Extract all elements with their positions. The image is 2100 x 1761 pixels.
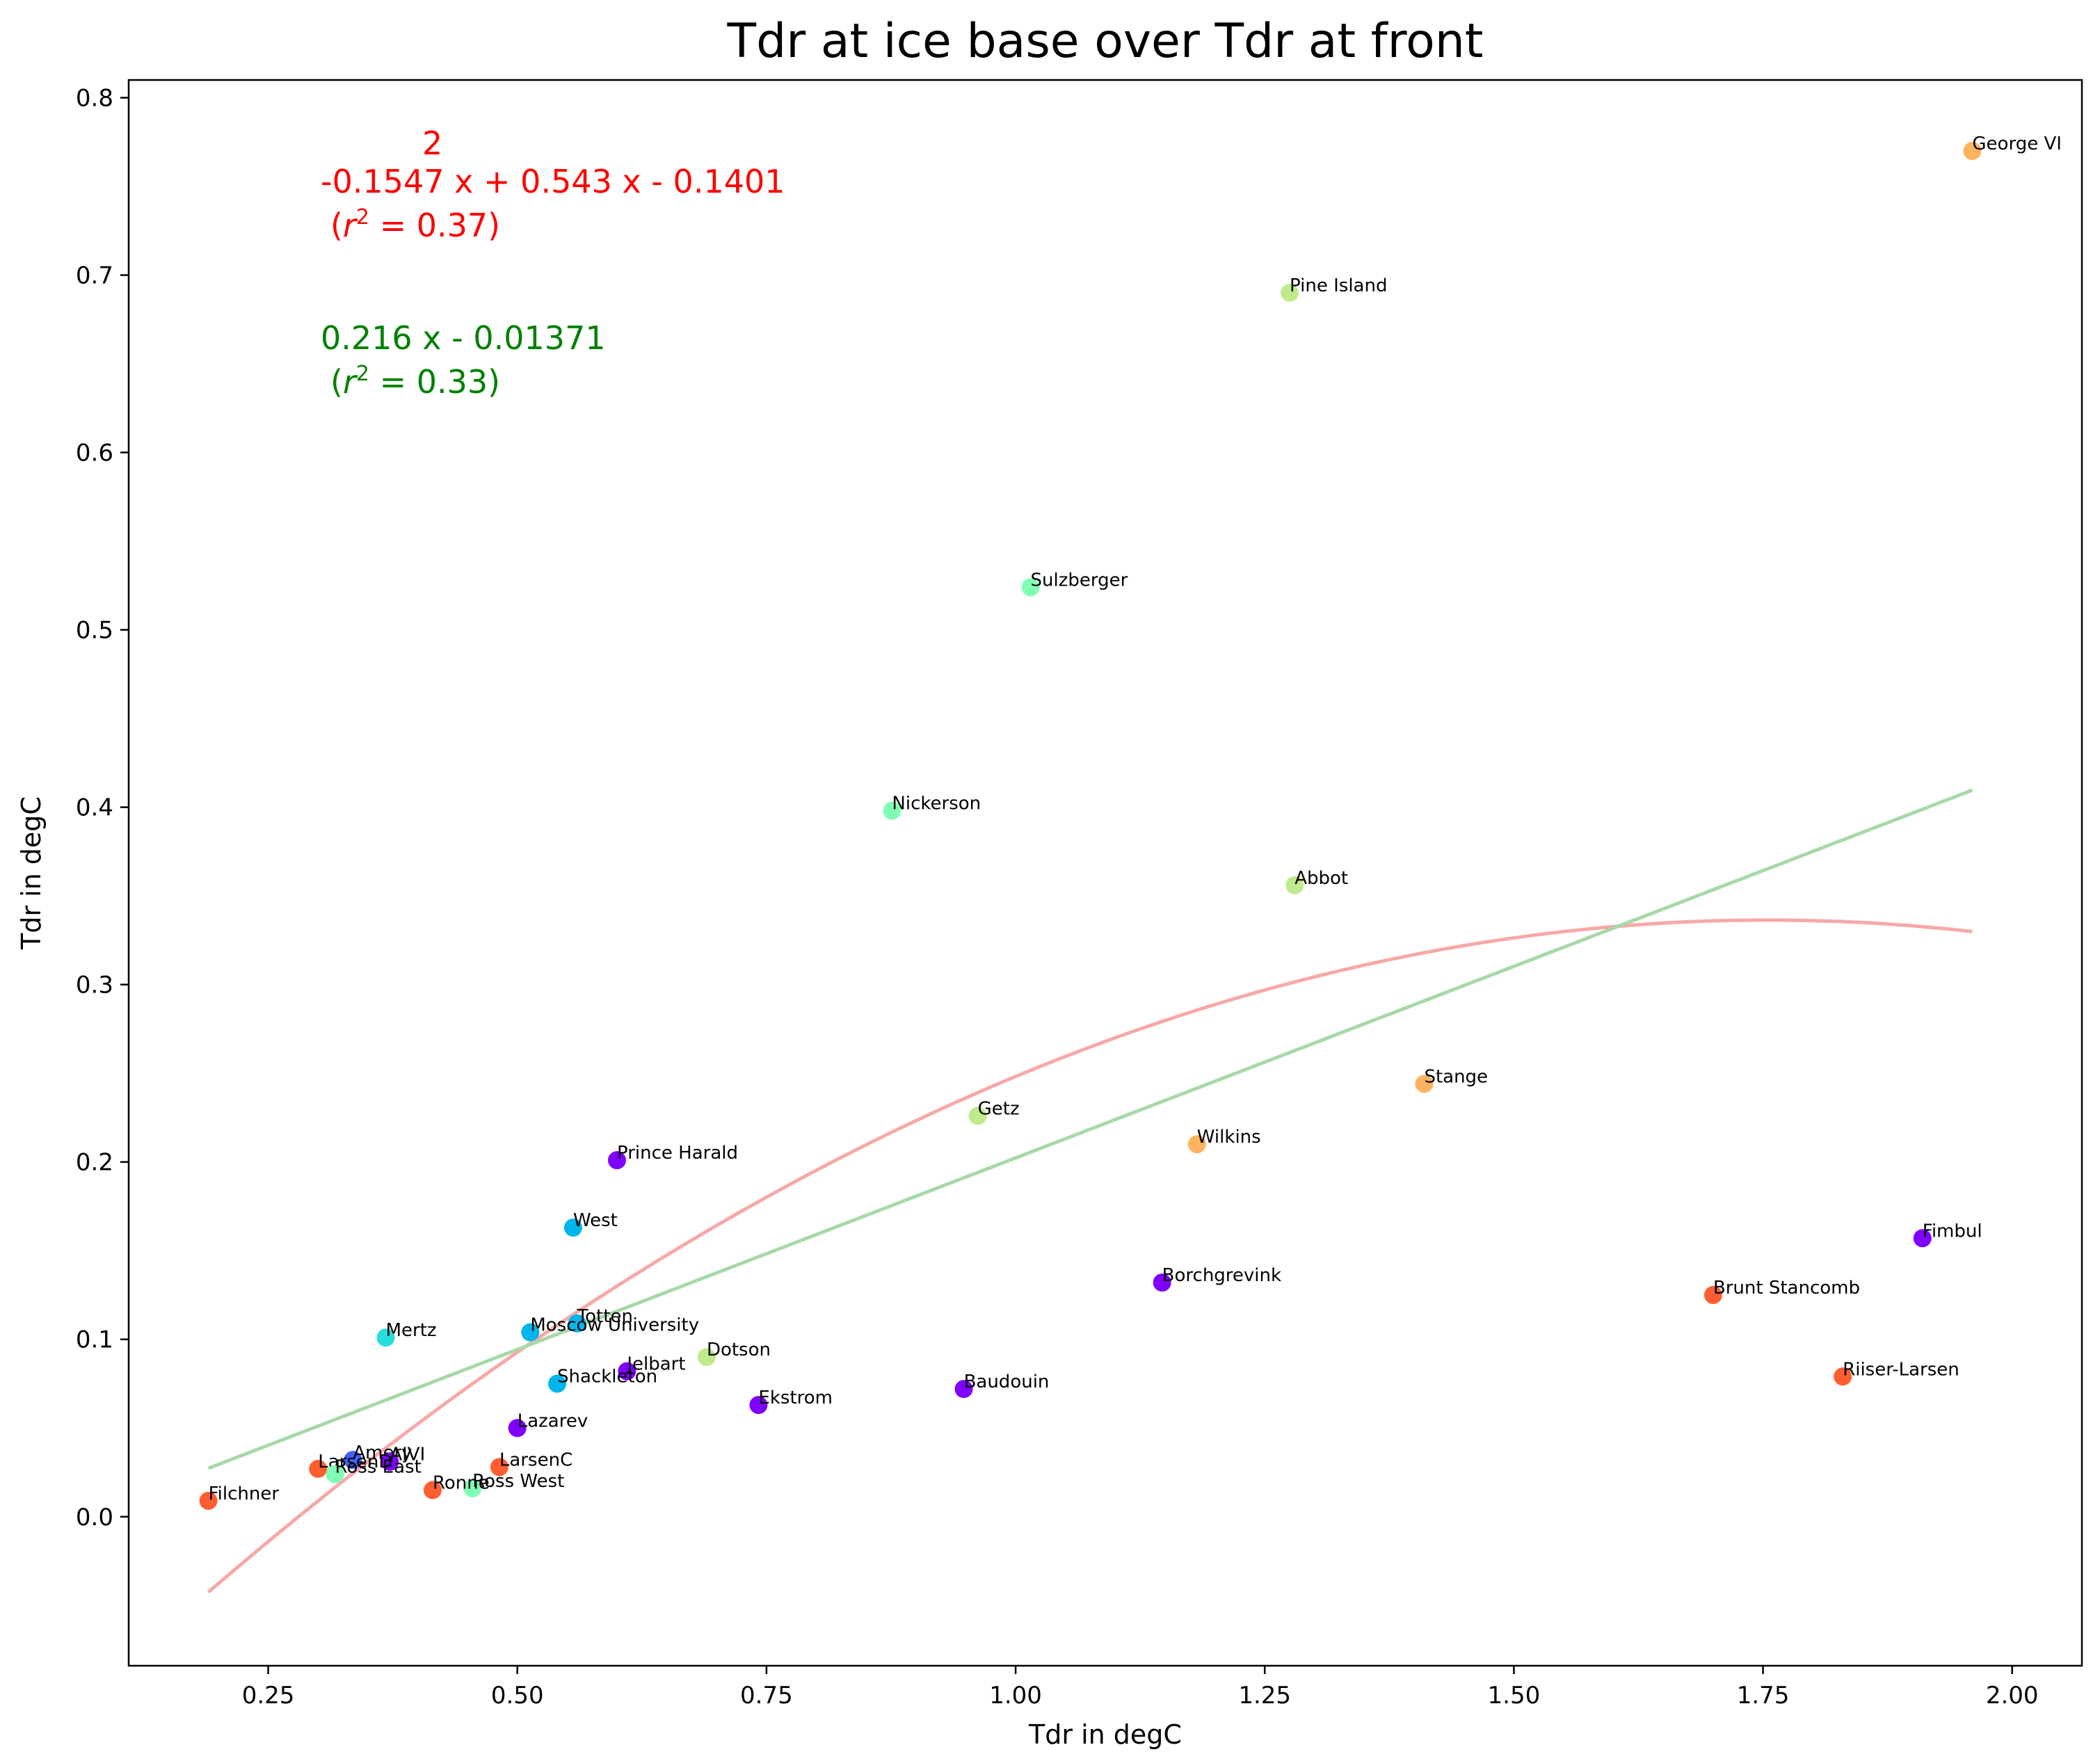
quadratic-r2: (r2 = 0.37)	[330, 205, 500, 244]
data-point-label: Fimbul	[1923, 1221, 1982, 1241]
data-point-label: George VI	[1972, 134, 2062, 154]
linear-equation: 0.216 x - 0.01371	[321, 319, 606, 357]
data-point-label: Riiser-Larsen	[1843, 1359, 1959, 1380]
data-point	[490, 1458, 508, 1477]
data-point-label: West	[573, 1210, 618, 1231]
data-point-label: LarsenC	[499, 1449, 572, 1470]
data-point	[1187, 1135, 1206, 1154]
data-point	[697, 1348, 716, 1367]
data-point	[199, 1491, 218, 1510]
data-point-label: Ekstrom	[758, 1388, 833, 1408]
x-tick-label: 0.25	[242, 1682, 295, 1710]
data-point-label: Stange	[1424, 1066, 1488, 1087]
data-point	[1415, 1075, 1434, 1093]
data-point-label: Totten	[577, 1306, 633, 1327]
data-point	[954, 1380, 973, 1399]
quadratic-fit-annotation: 2 -0.1547 x + 0.543 x - 0.1401 (r2 = 0.3…	[321, 124, 785, 244]
data-point-label: Brunt Stancomb	[1713, 1278, 1860, 1298]
data-point	[463, 1479, 482, 1497]
data-point-label: Shackleton	[557, 1366, 657, 1387]
fit-curves	[207, 788, 1973, 1594]
data-point	[376, 1328, 395, 1347]
data-point-label: Nickerson	[892, 794, 981, 814]
data-point-label: Ross West	[472, 1471, 564, 1492]
data-point	[1285, 876, 1304, 894]
data-point-label: Filchner	[209, 1483, 280, 1504]
linear-r2-value: = 0.33)	[369, 363, 500, 401]
x-tick-label: 1.50	[1488, 1682, 1541, 1710]
data-point-label: Prince Harald	[617, 1143, 738, 1164]
data-point	[380, 1452, 399, 1471]
data-point-label: Borchgrevink	[1162, 1265, 1281, 1286]
y-tick-label: 0.1	[76, 1326, 113, 1354]
data-point	[608, 1151, 626, 1170]
data-point	[548, 1374, 567, 1393]
data-point	[521, 1323, 540, 1342]
x-axis-label: Tdr in degC	[1028, 1719, 1182, 1750]
y-tick-label: 0.3	[76, 972, 113, 999]
x-tick-label: 2.00	[1986, 1682, 2039, 1710]
quadratic-r2-value: = 0.37)	[369, 207, 500, 244]
data-point	[563, 1219, 582, 1237]
data-point-label: Abbot	[1295, 868, 1348, 889]
plot-area-frame	[127, 79, 2083, 1667]
data-point	[1963, 142, 1982, 161]
data-points: George VI Pine Island Sulzberger Nickerson A…	[199, 134, 2062, 1510]
data-point	[1021, 578, 1040, 597]
x-tick-label: 0.75	[740, 1682, 793, 1710]
y-tick-label: 0.6	[76, 440, 113, 467]
linear-r2: (r2 = 0.33)	[330, 362, 500, 401]
data-point	[1913, 1229, 1932, 1248]
data-point	[326, 1465, 344, 1483]
data-point	[1834, 1367, 1852, 1386]
data-point-label: Sulzberger	[1031, 570, 1128, 590]
data-point-label: Pine Island	[1290, 275, 1387, 296]
data-point	[618, 1362, 636, 1381]
x-tick-label: 1.25	[1238, 1682, 1291, 1710]
data-point	[1704, 1285, 1722, 1304]
data-point-label: Baudouin	[964, 1372, 1050, 1392]
data-point-label: Jelbart	[625, 1354, 685, 1375]
data-point	[344, 1451, 362, 1470]
y-axis-ticks: 0.0 0.1 0.2 0.3 0.4 0.5 0.6 0.7 0.8	[76, 85, 129, 1531]
quadratic-exponent: 2	[422, 124, 442, 162]
data-point	[568, 1314, 586, 1333]
y-tick-label: 0.8	[76, 85, 113, 113]
y-tick-label: 0.4	[76, 794, 113, 822]
x-tick-label: 1.00	[989, 1682, 1042, 1710]
linear-fit-annotation: 0.216 x - 0.01371 (r2 = 0.33)	[321, 319, 606, 401]
data-point-label: Lazarev	[518, 1410, 588, 1431]
data-point	[309, 1459, 328, 1478]
data-point	[1281, 284, 1299, 303]
quadratic-fit-line	[207, 918, 1973, 1594]
linear-fit-line	[207, 788, 1973, 1470]
data-point-label: Ross East	[335, 1457, 422, 1478]
data-point-label: Dotson	[707, 1340, 771, 1360]
y-tick-label: 0.2	[76, 1149, 113, 1177]
y-tick-label: 0.5	[76, 617, 113, 645]
data-point-label: Wilkins	[1197, 1127, 1261, 1148]
chart-title: Tdr at ice base over Tdr at front	[727, 14, 1484, 69]
data-point	[749, 1396, 768, 1415]
y-tick-label: 0.0	[76, 1504, 113, 1531]
data-point-label: AIVI	[390, 1445, 425, 1465]
quadratic-equation: -0.1547 x + 0.543 x - 0.1401	[321, 163, 785, 200]
y-axis-label: Tdr in degC	[16, 796, 47, 950]
data-point	[968, 1107, 987, 1125]
x-tick-label: 0.50	[491, 1682, 544, 1710]
data-point	[883, 801, 901, 820]
x-tick-label: 1.75	[1737, 1682, 1790, 1710]
data-point-label: Ronne	[433, 1473, 490, 1494]
data-point-label: Moscow University	[530, 1315, 699, 1336]
data-point	[423, 1481, 442, 1499]
y-tick-label: 0.7	[76, 262, 113, 290]
data-point-label: Getz	[978, 1098, 1020, 1119]
data-point	[508, 1419, 527, 1438]
data-point	[1153, 1273, 1171, 1292]
x-axis-ticks: 0.25 0.50 0.75 1.00 1.25 1.50 1.75 2.00	[242, 1666, 2039, 1710]
data-point-label: Mertz	[386, 1320, 437, 1341]
